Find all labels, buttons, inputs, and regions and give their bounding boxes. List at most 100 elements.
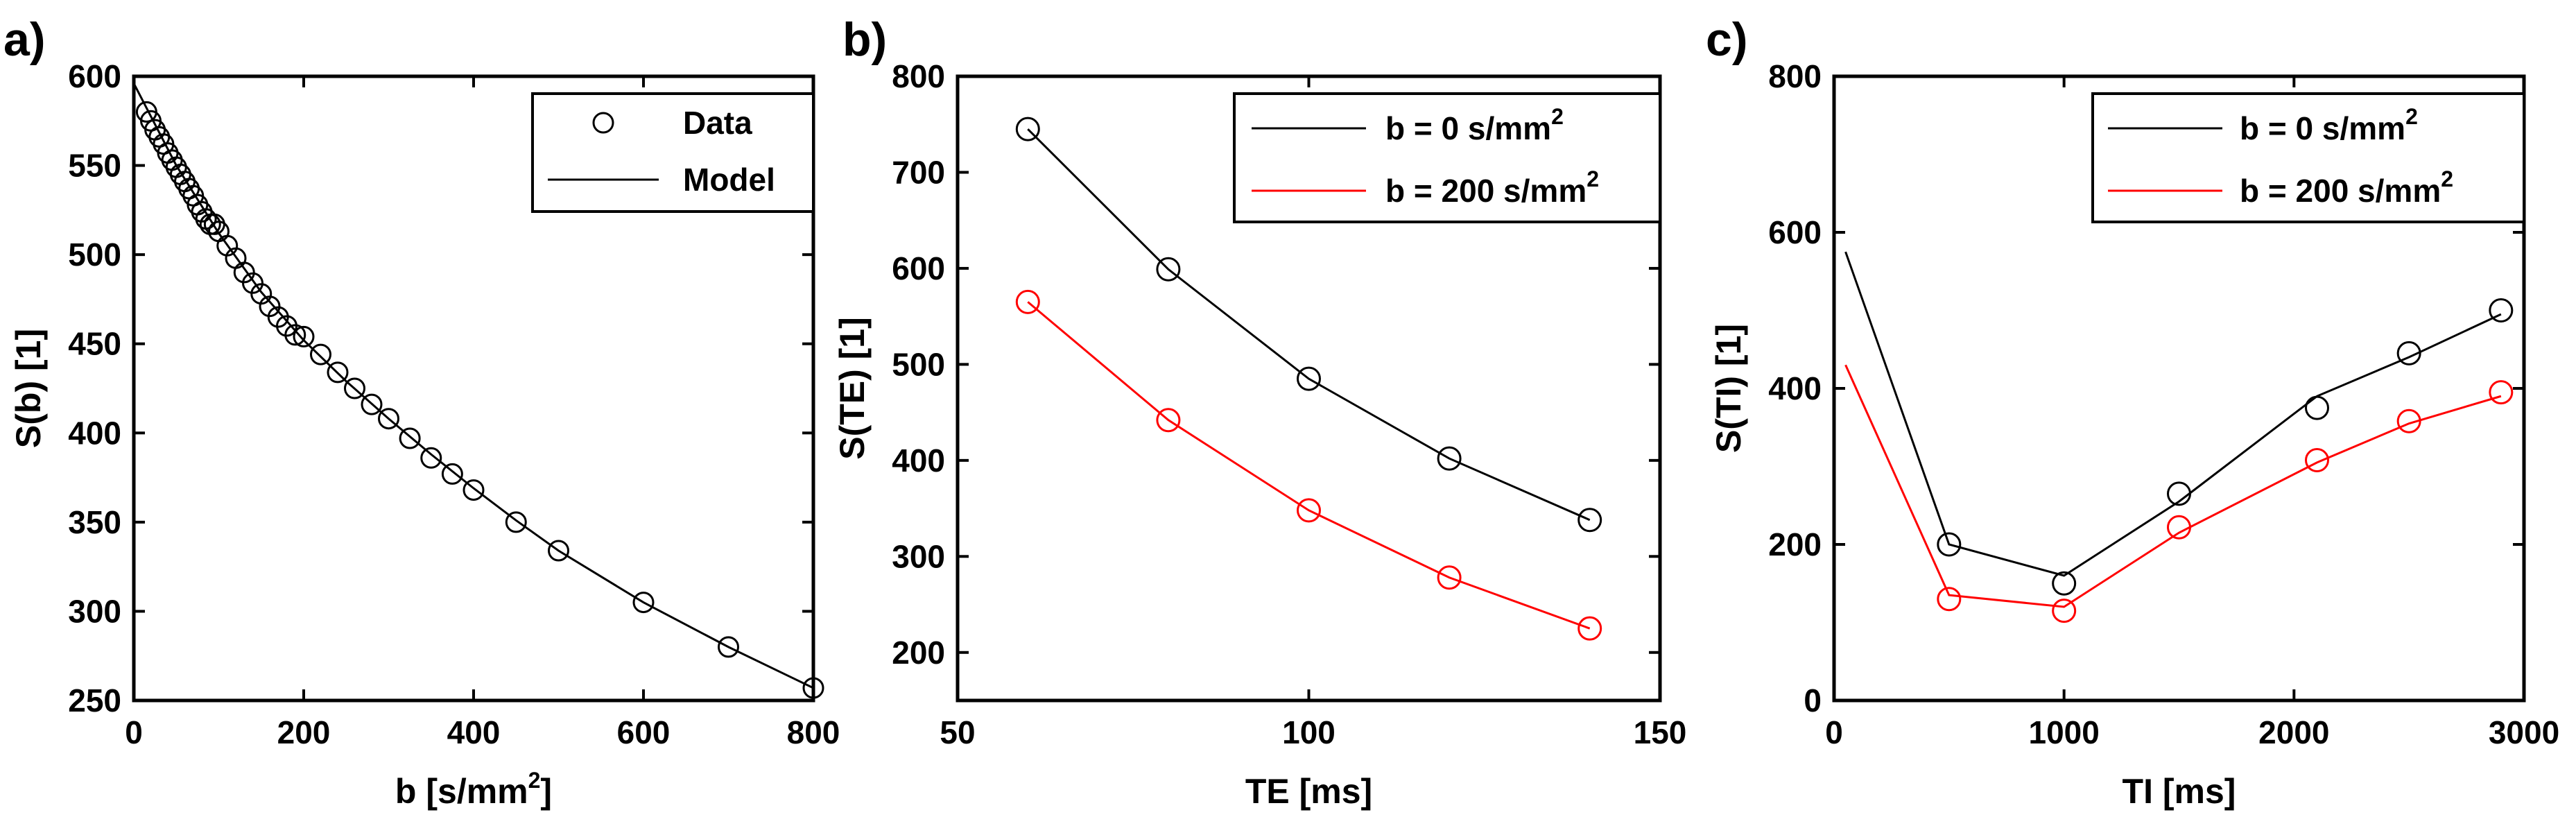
data-point: [1156, 257, 1181, 282]
x-tick-label: 50: [940, 714, 975, 750]
data-point: [310, 343, 331, 365]
y-tick-label: 600: [892, 250, 945, 286]
data-point: [1577, 508, 1602, 533]
x-tick-label: 0: [1825, 714, 1843, 750]
panel-a: a) 0 200 400 600 800 250 300 350 400 450 500 550 600 b…: [3, 13, 840, 811]
x-tick-label: 150: [1634, 714, 1687, 750]
legend-entry-model: Model: [683, 162, 775, 198]
data-point: [1015, 289, 1040, 314]
data-point: [1297, 498, 1321, 523]
y-tick-label: 250: [68, 682, 121, 719]
x-tick-label: 100: [1282, 714, 1335, 750]
y-tick-label: 0: [1804, 682, 1822, 719]
y-axis-label: S(b) [1]: [9, 329, 48, 448]
data-point: [2052, 599, 2077, 623]
data-point: [441, 463, 463, 485]
series-line-0: [1844, 251, 2502, 577]
data-point: [399, 427, 421, 449]
data-point: [463, 479, 485, 501]
legend-entry-0: b = 0 s/mm2: [1385, 104, 1564, 146]
data-point: [1437, 446, 1462, 471]
legend-entry-1: b = 200 s/mm2: [2240, 166, 2453, 209]
data-point: [2489, 298, 2514, 322]
x-tick-label: 400: [447, 714, 501, 750]
legend-box: [2091, 92, 2525, 223]
data-point: [327, 361, 349, 384]
panel-b: b) 50 100 150 200 300 400 500 600 700 800 TE [ms] S(…: [833, 13, 1686, 811]
legend: Data Model: [531, 92, 815, 213]
x-tick-label: 0: [125, 714, 143, 750]
y-tick-label: 800: [892, 58, 945, 94]
data-point: [259, 295, 281, 318]
data-point: [420, 447, 442, 469]
data-point: [174, 171, 196, 193]
legend: b = 0 s/mm2 b = 200 s/mm2: [1233, 92, 1661, 223]
data-point: [1937, 587, 1962, 612]
data-point: [1156, 408, 1181, 433]
y-tick-label: 700: [892, 154, 945, 190]
data-point: [2396, 341, 2421, 365]
y-tick-label: 550: [68, 148, 121, 184]
data-point: [718, 636, 739, 658]
legend-entry-0: b = 0 s/mm2: [2240, 104, 2418, 146]
data-point: [1015, 117, 1040, 141]
y-tick-label: 600: [68, 58, 121, 94]
x-tick-label: 200: [277, 714, 331, 750]
x-axis-label: TI [ms]: [2123, 772, 2236, 811]
y-tick-label: 300: [68, 593, 121, 629]
panel-c: c) 0 1000 2000 3000 0 200 400 600 800 TI [ms] S(TI)…: [1706, 13, 2559, 811]
legend-marker-data: [592, 112, 614, 134]
y-tick-label: 400: [68, 415, 121, 451]
series-line-1: [1844, 364, 2502, 608]
data-point: [361, 393, 383, 415]
data-point: [505, 511, 527, 533]
data-point: [378, 408, 399, 430]
x-axis-label: b [s/mm2]: [395, 768, 552, 811]
legend-box: [1233, 92, 1661, 223]
data-point: [242, 272, 263, 294]
data-point: [2167, 481, 2191, 506]
y-tick-label: 450: [68, 326, 121, 362]
legend-entry-1: b = 200 s/mm2: [1385, 166, 1599, 209]
data-point: [1577, 616, 1602, 641]
y-tick-label: 800: [1768, 58, 1822, 94]
data-point: [2489, 380, 2514, 405]
data-point: [548, 540, 569, 562]
y-tick-label: 200: [892, 635, 945, 671]
panel-label: b): [842, 13, 887, 66]
x-tick-label: 1000: [2028, 714, 2099, 750]
x-tick-label: 3000: [2489, 714, 2559, 750]
y-tick-label: 350: [68, 504, 121, 540]
data-point: [1437, 565, 1462, 590]
legend-box: [531, 92, 815, 213]
data-point: [1297, 366, 1321, 391]
panel-label: a): [3, 13, 45, 66]
data-point: [2167, 515, 2191, 540]
data-point: [2052, 571, 2077, 596]
series-line-1: [1027, 301, 1591, 630]
data-point: [284, 324, 306, 346]
x-tick-label: 800: [787, 714, 840, 750]
y-tick-label: 200: [1768, 526, 1822, 562]
data-point: [1937, 532, 1962, 557]
data-point: [2396, 408, 2421, 433]
x-tick-label: 2000: [2258, 714, 2329, 750]
x-tick-label: 600: [617, 714, 671, 750]
y-tick-label: 500: [68, 236, 121, 273]
y-axis-label: S(TE) [1]: [833, 317, 872, 460]
y-tick-label: 600: [1768, 214, 1822, 250]
y-tick-label: 400: [892, 442, 945, 479]
data-point: [2305, 395, 2329, 420]
data-point: [2305, 448, 2329, 472]
data-point: [233, 261, 255, 284]
series-line-model: [132, 83, 814, 689]
y-axis-label: S(TI) [1]: [1709, 324, 1748, 453]
legend: b = 0 s/mm2 b = 200 s/mm2: [2091, 92, 2525, 223]
legend-entry-data: Data: [683, 105, 752, 141]
x-axis-label: TE [ms]: [1245, 772, 1372, 811]
data-point: [802, 677, 824, 699]
y-tick-label: 400: [1768, 370, 1822, 406]
data-point: [632, 592, 655, 614]
y-tick-label: 300: [892, 538, 945, 574]
